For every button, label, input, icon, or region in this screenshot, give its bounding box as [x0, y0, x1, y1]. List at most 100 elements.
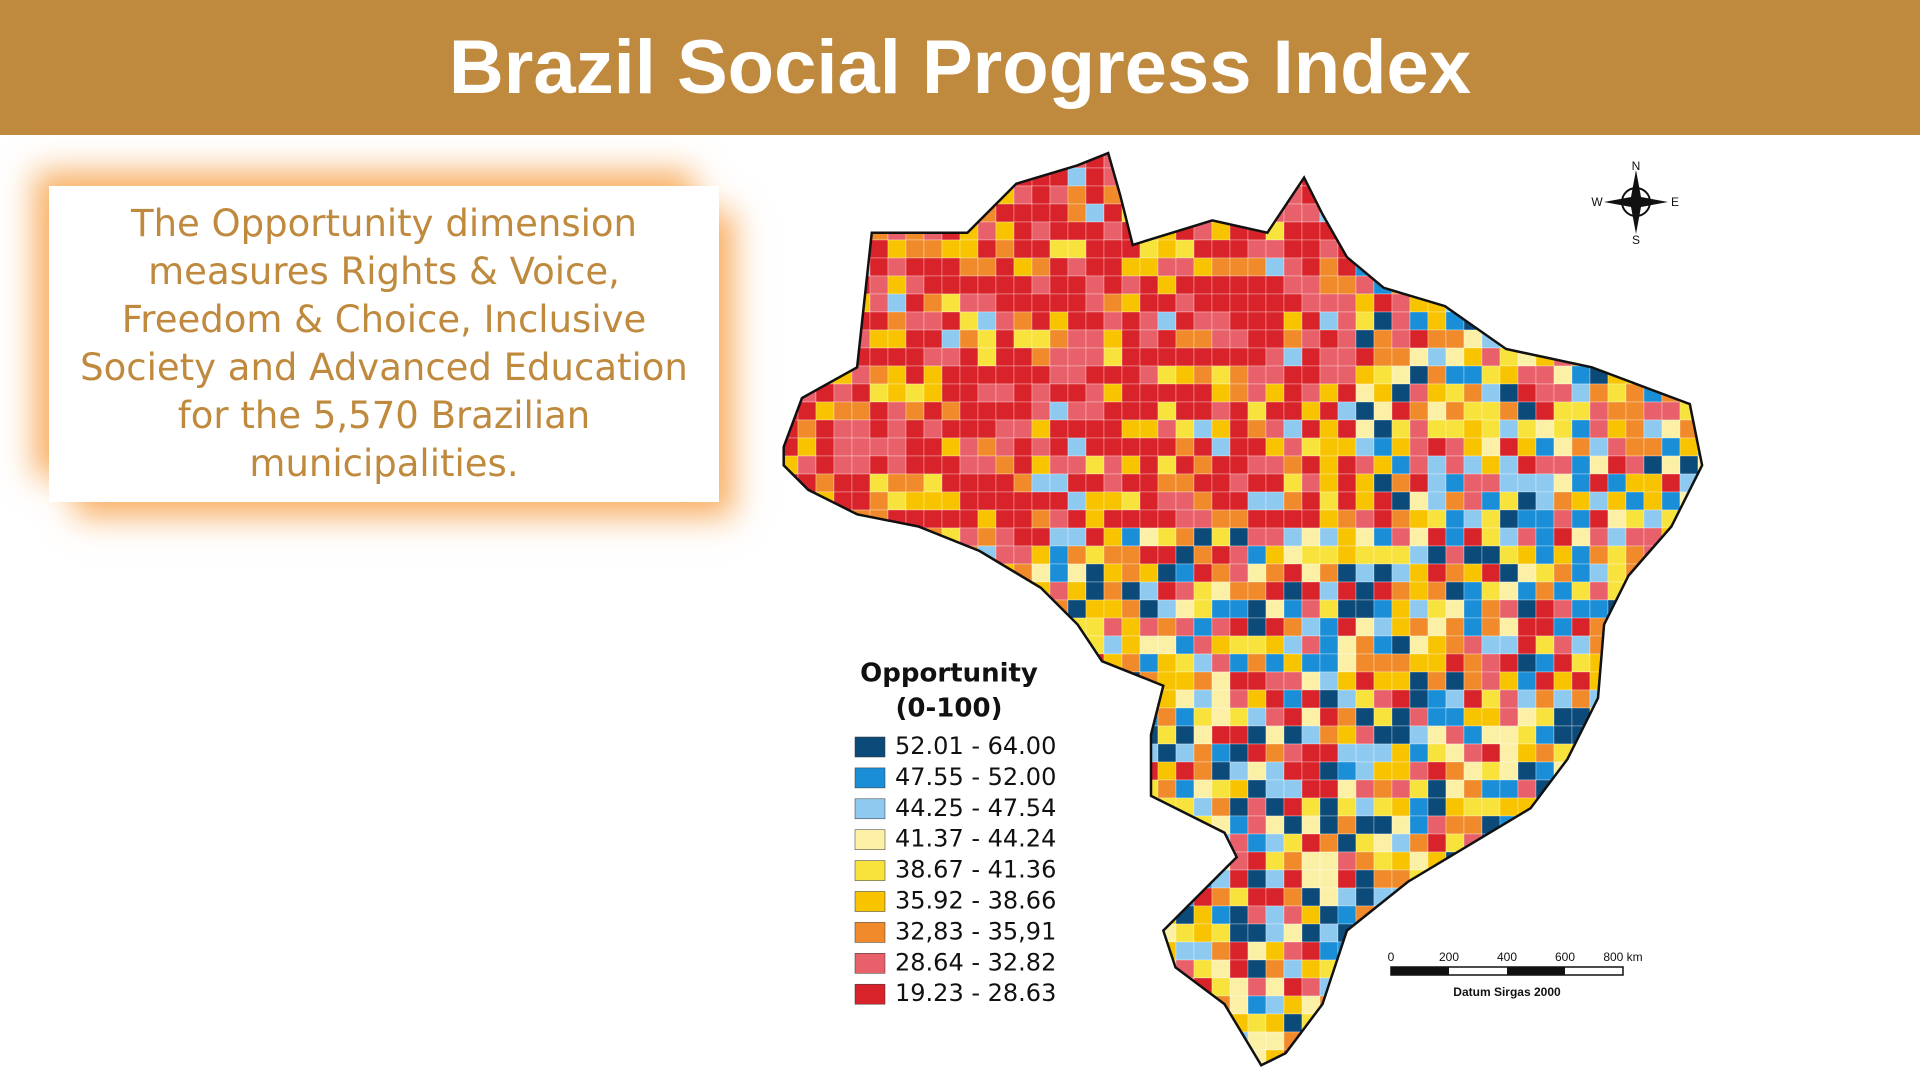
legend-swatch [854, 736, 886, 758]
municipality-cell [815, 707, 835, 727]
municipality-cell [1013, 365, 1033, 385]
municipality-cell [783, 293, 799, 313]
municipality-cell [851, 635, 871, 655]
municipality-cell [1265, 1013, 1285, 1033]
municipality-cell [783, 527, 799, 547]
municipality-cell [1247, 329, 1267, 349]
municipality-cell [1409, 329, 1429, 349]
municipality-cell [1517, 153, 1537, 169]
municipality-cell [851, 545, 871, 565]
municipality-cell [1085, 923, 1105, 943]
municipality-cell [1085, 599, 1105, 619]
municipality-cell [1229, 995, 1249, 1015]
municipality-cell [1265, 581, 1285, 601]
municipality-cell [797, 275, 817, 295]
municipality-cell [1427, 167, 1447, 187]
municipality-cell [1535, 473, 1555, 493]
municipality-cell [1355, 545, 1375, 565]
municipality-cell [1481, 153, 1501, 169]
municipality-cell [887, 311, 907, 331]
municipality-cell [1139, 365, 1159, 385]
municipality-cell [1049, 203, 1069, 223]
municipality-cell [1427, 311, 1447, 331]
municipality-cell [1625, 887, 1645, 907]
scale-caption: Datum Sirgas 2000 [1453, 985, 1561, 999]
municipality-cell [1589, 221, 1609, 241]
municipality-cell [1589, 329, 1609, 349]
municipality-cell [1463, 329, 1483, 349]
municipality-cell [959, 509, 979, 529]
municipality-cell [1589, 455, 1609, 475]
municipality-cell [1391, 707, 1411, 727]
municipality-cell [1031, 401, 1051, 421]
municipality-cell [1553, 599, 1573, 619]
municipality-cell [1445, 887, 1465, 907]
municipality-cell [1247, 491, 1267, 511]
municipality-cell [1409, 491, 1429, 511]
municipality-cell [1679, 153, 1699, 169]
municipality-cell [1193, 653, 1213, 673]
municipality-cell [905, 1031, 925, 1051]
municipality-cell [1230, 1068, 1248, 1080]
municipality-cell [1661, 977, 1681, 997]
municipality-cell [1391, 869, 1411, 889]
municipality-cell [1265, 545, 1285, 565]
legend-label: 41.37 - 44.24 [895, 825, 1056, 853]
municipality-cell [1391, 815, 1411, 835]
municipality-cell [1679, 995, 1699, 1015]
municipality-cell [1157, 743, 1177, 763]
municipality-cell [1643, 653, 1663, 673]
municipality-cell [1661, 725, 1681, 745]
municipality-cell [1661, 995, 1681, 1015]
municipality-cell [1067, 329, 1087, 349]
municipality-cell [1301, 617, 1321, 637]
municipality-cell [977, 599, 997, 619]
municipality-cell [905, 203, 925, 223]
municipality-cell [1157, 239, 1177, 259]
municipality-cell [1679, 455, 1699, 475]
municipality-cell [1103, 743, 1123, 763]
municipality-cell [1139, 599, 1159, 619]
municipality-cell [1193, 293, 1213, 313]
municipality-cell [1193, 419, 1213, 439]
municipality-cell [1607, 905, 1627, 925]
municipality-cell [851, 1013, 871, 1033]
municipality-cell [1679, 509, 1699, 529]
municipality-cell [1373, 185, 1393, 205]
municipality-cell [1103, 959, 1123, 979]
municipality-cell [1085, 527, 1105, 547]
municipality-cell [905, 311, 925, 331]
municipality-cell [1265, 311, 1285, 331]
municipality-cell [1535, 257, 1555, 277]
municipality-cell [1607, 653, 1627, 673]
municipality-cell [1337, 815, 1357, 835]
municipality-cell [1283, 653, 1303, 673]
municipality-cell [1643, 1013, 1663, 1033]
municipality-cell [1265, 617, 1285, 637]
municipality-cell [833, 761, 853, 781]
municipality-cell [1535, 635, 1555, 655]
municipality-cell [1553, 851, 1573, 871]
municipality-cell [1121, 959, 1141, 979]
municipality-cell [1103, 1013, 1123, 1033]
municipality-cell [923, 401, 943, 421]
municipality-cell [1085, 707, 1105, 727]
municipality-cell [1085, 869, 1105, 889]
municipality-cell [1373, 779, 1393, 799]
municipality-cell [1661, 491, 1681, 511]
municipality-cell [1265, 239, 1285, 259]
municipality-cell [1193, 153, 1213, 169]
municipality-cell [1067, 293, 1087, 313]
municipality-cell [887, 275, 907, 295]
municipality-cell [1247, 419, 1267, 439]
municipality-cell [1445, 563, 1465, 583]
municipality-cell [1553, 563, 1573, 583]
municipality-cell [1013, 707, 1033, 727]
municipality-cell [1445, 1013, 1465, 1033]
municipality-cell [1391, 311, 1411, 331]
municipality-cell [1481, 239, 1501, 259]
municipality-cell [1337, 869, 1357, 889]
municipality-cell [869, 599, 889, 619]
municipality-cell [1085, 653, 1105, 673]
municipality-cell [1661, 599, 1681, 619]
